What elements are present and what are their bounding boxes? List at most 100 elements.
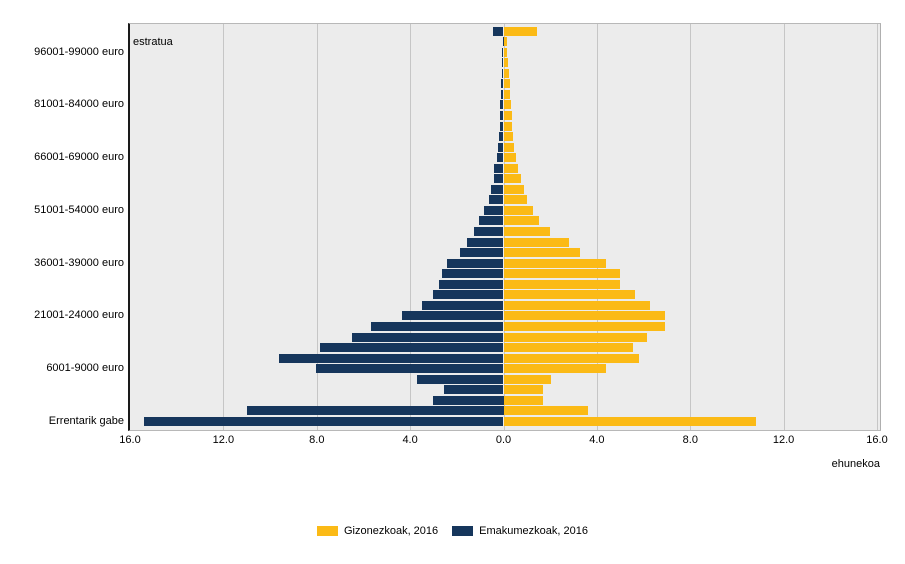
- bar-gizonezkoak[interactable]: [503, 153, 516, 163]
- bar-emakumezkoak[interactable]: [501, 68, 504, 78]
- bar-emakumezkoak[interactable]: [433, 290, 504, 300]
- bar-emakumezkoak[interactable]: [499, 121, 504, 131]
- bar-emakumezkoak[interactable]: [144, 416, 504, 426]
- bar-gizonezkoak[interactable]: [503, 364, 606, 374]
- x-axis-tick-label: 16.0: [119, 434, 141, 446]
- bar-gizonezkoak[interactable]: [503, 89, 511, 99]
- bar-emakumezkoak[interactable]: [416, 374, 504, 384]
- bar-emakumezkoak[interactable]: [351, 332, 504, 342]
- bar-gizonezkoak[interactable]: [503, 184, 525, 194]
- y-axis-label: 51001-54000 euro: [34, 203, 124, 216]
- bar-emakumezkoak[interactable]: [474, 227, 504, 236]
- bar-emakumezkoak[interactable]: [484, 205, 504, 215]
- bar-gizonezkoak[interactable]: [503, 237, 569, 247]
- legend-swatch-emakumezkoak: [452, 526, 474, 536]
- bar-emakumezkoak[interactable]: [467, 237, 504, 247]
- bar-gizonezkoak[interactable]: [503, 79, 510, 89]
- x-axis-tick-label: 8.0: [682, 434, 698, 446]
- bar-gizonezkoak[interactable]: [503, 279, 620, 289]
- bar-emakumezkoak[interactable]: [371, 321, 504, 331]
- bar-gizonezkoak[interactable]: [503, 248, 581, 258]
- bar-emakumezkoak[interactable]: [442, 269, 504, 279]
- legend-label-emakumezkoak: Emakumezkoak, 2016: [479, 525, 588, 537]
- bar-gizonezkoak[interactable]: [503, 58, 509, 68]
- bar-emakumezkoak[interactable]: [493, 163, 504, 173]
- bar-gizonezkoak[interactable]: [503, 290, 635, 300]
- bar-emakumezkoak[interactable]: [444, 385, 504, 395]
- bar-gizonezkoak[interactable]: [503, 374, 551, 384]
- bar-emakumezkoak[interactable]: [438, 279, 504, 289]
- grid-line: [316, 24, 318, 430]
- bar-emakumezkoak[interactable]: [501, 79, 504, 89]
- grid-line: [223, 24, 225, 430]
- bar-gizonezkoak[interactable]: [503, 174, 521, 184]
- bar-emakumezkoak[interactable]: [501, 58, 504, 68]
- bar-emakumezkoak[interactable]: [422, 300, 504, 310]
- bar-emakumezkoak[interactable]: [489, 195, 504, 205]
- bar-gizonezkoak[interactable]: [503, 68, 510, 78]
- y-axis-label: 96001-99000 euro: [34, 45, 124, 58]
- bar-emakumezkoak[interactable]: [433, 395, 504, 405]
- bar-emakumezkoak[interactable]: [319, 343, 504, 352]
- bar-gizonezkoak[interactable]: [503, 227, 551, 236]
- bar-gizonezkoak[interactable]: [503, 216, 540, 226]
- bar-emakumezkoak[interactable]: [315, 364, 504, 374]
- x-axis-tick-label: 4.0: [589, 434, 605, 446]
- bar-emakumezkoak[interactable]: [401, 311, 504, 321]
- y-axis-label: 66001-69000 euro: [34, 151, 124, 164]
- grid-line: [410, 24, 412, 430]
- x-axis-tick-label: 12.0: [772, 434, 795, 446]
- grid-line: [690, 24, 692, 430]
- bar-emakumezkoak[interactable]: [479, 216, 504, 226]
- bar-gizonezkoak[interactable]: [503, 258, 607, 268]
- legend: Gizonezkoak, 2016 Emakumezkoak, 2016: [0, 525, 905, 537]
- bar-gizonezkoak[interactable]: [503, 163, 519, 173]
- bar-emakumezkoak[interactable]: [447, 258, 504, 268]
- legend-item-gizonezkoak[interactable]: Gizonezkoak, 2016: [316, 525, 439, 537]
- y-axis-label: 21001-24000 euro: [34, 309, 124, 322]
- bar-emakumezkoak[interactable]: [500, 89, 504, 99]
- bar-gizonezkoak[interactable]: [503, 321, 665, 331]
- bar-gizonezkoak[interactable]: [503, 100, 511, 110]
- bar-emakumezkoak[interactable]: [502, 37, 504, 47]
- bar-emakumezkoak[interactable]: [246, 406, 504, 416]
- bar-gizonezkoak[interactable]: [503, 416, 756, 426]
- bar-emakumezkoak[interactable]: [493, 26, 504, 36]
- bar-gizonezkoak[interactable]: [503, 406, 588, 416]
- bar-emakumezkoak[interactable]: [498, 142, 504, 152]
- legend-item-emakumezkoak[interactable]: Emakumezkoak, 2016: [452, 525, 588, 537]
- bar-emakumezkoak[interactable]: [278, 353, 504, 363]
- x-axis-tick-label: 16.0: [866, 434, 888, 446]
- bar-gizonezkoak[interactable]: [503, 343, 634, 352]
- y-axis-label: Errentarik gabe: [48, 414, 124, 427]
- bar-gizonezkoak[interactable]: [503, 300, 651, 310]
- legend-label-gizonezkoak: Gizonezkoak, 2016: [343, 525, 439, 537]
- bar-gizonezkoak[interactable]: [503, 142, 514, 152]
- bar-emakumezkoak[interactable]: [502, 47, 504, 57]
- bar-gizonezkoak[interactable]: [503, 311, 665, 321]
- bar-gizonezkoak[interactable]: [503, 395, 544, 405]
- bar-gizonezkoak[interactable]: [503, 121, 513, 131]
- bar-emakumezkoak[interactable]: [496, 153, 504, 163]
- y-axis-label: 6001-9000 euro: [46, 362, 124, 375]
- bar-gizonezkoak[interactable]: [503, 132, 514, 141]
- bar-gizonezkoak[interactable]: [503, 26, 537, 36]
- bar-gizonezkoak[interactable]: [503, 332, 648, 342]
- bar-emakumezkoak[interactable]: [494, 174, 504, 184]
- bar-gizonezkoak[interactable]: [503, 47, 508, 57]
- bar-emakumezkoak[interactable]: [499, 110, 504, 120]
- grid-line: [783, 24, 785, 430]
- bar-emakumezkoak[interactable]: [500, 100, 504, 110]
- bar-gizonezkoak[interactable]: [503, 37, 507, 47]
- bar-gizonezkoak[interactable]: [503, 195, 527, 205]
- bar-emakumezkoak[interactable]: [499, 132, 504, 141]
- bar-gizonezkoak[interactable]: [503, 269, 620, 279]
- bar-gizonezkoak[interactable]: [503, 205, 534, 215]
- bar-emakumezkoak[interactable]: [459, 248, 504, 258]
- bar-gizonezkoak[interactable]: [503, 353, 639, 363]
- bar-gizonezkoak[interactable]: [503, 110, 512, 120]
- bar-gizonezkoak[interactable]: [503, 385, 544, 395]
- bar-emakumezkoak[interactable]: [490, 184, 504, 194]
- chart-plot-area: [128, 23, 881, 431]
